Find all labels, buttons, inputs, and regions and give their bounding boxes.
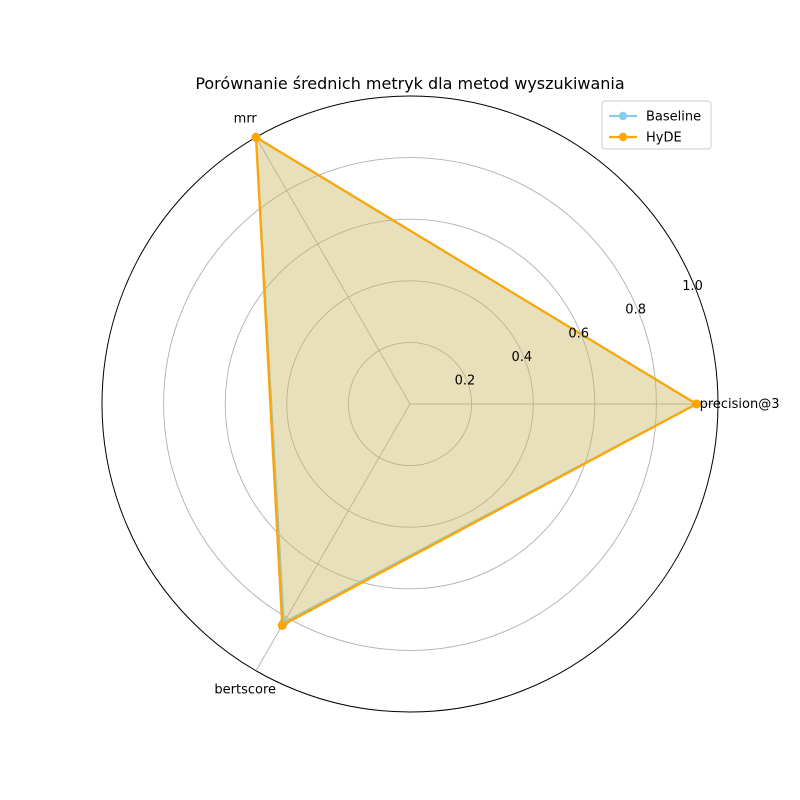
series-layer [251, 132, 701, 630]
category-label-0: precision@3 [700, 397, 780, 412]
radial-tick-label-0: 0.2 [455, 373, 476, 388]
series-line-1 [254, 136, 698, 627]
series-1-point-0 [691, 399, 701, 409]
series-fill-1 [256, 137, 697, 626]
legend-label-0: Baseline [646, 110, 701, 125]
legend-marker-0 [618, 111, 628, 121]
radial-tick-label-1: 0.4 [511, 350, 532, 365]
category-label-1: mrr [234, 112, 258, 127]
chart-title: Porównanie średnich metryk dla metod wys… [195, 74, 624, 93]
category-label-2: bertscore [214, 682, 276, 697]
series-1-point-1 [251, 132, 261, 142]
radial-tick-label-2: 0.6 [568, 326, 589, 341]
legend: Baseline HyDE [601, 100, 712, 150]
radial-tick-label-3: 0.8 [625, 303, 646, 318]
radial-tick-labels: 0.2 0.4 0.6 0.8 1.0 [455, 279, 703, 388]
series-fill-0 [256, 137, 697, 623]
spoke-1 [255, 137, 411, 405]
series-1-point-2 [277, 620, 287, 630]
legend-marker-1 [618, 132, 628, 142]
legend-label-1: HyDE [646, 131, 682, 146]
category-labels: precision@3 mrr bertscore [214, 112, 779, 698]
radial-tick-label-4: 1.0 [682, 279, 703, 294]
